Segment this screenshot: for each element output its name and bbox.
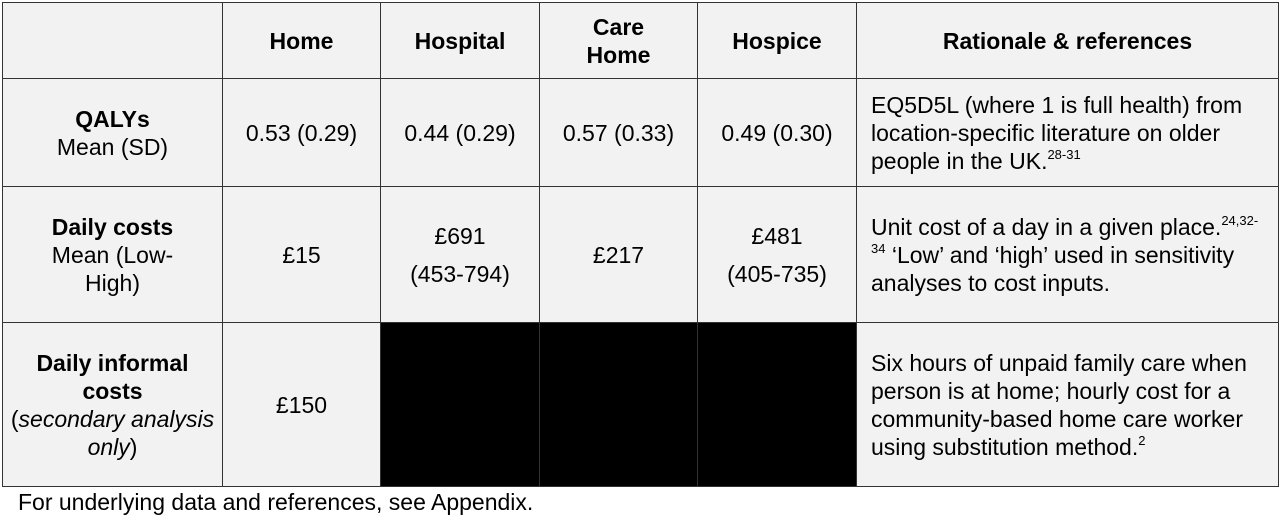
row-label: QALYs xyxy=(75,105,150,132)
rationale-text: EQ5D5L (where 1 is full health) from loc… xyxy=(871,91,1243,174)
cell-care-home: £217 xyxy=(539,186,698,323)
data-table: Home Hospital Care Home Hospice Rational… xyxy=(2,2,1279,487)
row-sublabel: Mean (SD) xyxy=(56,133,169,160)
row-header-qalys: QALYs Mean (SD) xyxy=(2,78,223,187)
table-row: QALYs Mean (SD) 0.53 (0.29) 0.44 (0.29) … xyxy=(2,78,1279,187)
header-home: Home xyxy=(222,2,381,79)
cell-rationale: Six hours of unpaid family care when per… xyxy=(856,322,1279,487)
header-corner xyxy=(2,2,223,79)
cell-range: (405-735) xyxy=(727,260,827,287)
cell-hospital-masked xyxy=(380,322,540,487)
row-label: Daily informal costs xyxy=(36,349,189,404)
header-hospice: Hospice xyxy=(697,2,857,79)
header-care-home: Care Home xyxy=(539,2,698,79)
cell-hospice: 0.49 (0.30) xyxy=(697,78,857,187)
cell-home: £150 xyxy=(222,322,381,487)
cell-value: £691 xyxy=(434,222,486,249)
row-header-informal-costs: Daily informal costs (secondary analysis… xyxy=(2,322,223,487)
paren-close: ) xyxy=(129,433,138,460)
cell-rationale: Unit cost of a day in a given place.24,3… xyxy=(856,186,1279,323)
rationale-text: Six hours of unpaid family care when per… xyxy=(871,349,1247,460)
reference-superscript: 2 xyxy=(1138,432,1146,448)
reference-superscript: 24,32-34 xyxy=(871,212,1259,256)
cell-hospice-masked xyxy=(697,322,857,487)
cell-care-home-masked xyxy=(539,322,698,487)
reference-superscript: 28-31 xyxy=(1047,146,1081,162)
row-label: Daily costs xyxy=(51,213,174,240)
row-sublabel: Mean (Low-High) xyxy=(51,241,174,296)
rationale-text: Unit cost of a day in a given place. xyxy=(871,213,1222,240)
header-hospital: Hospital xyxy=(380,2,540,79)
cell-care-home: 0.57 (0.33) xyxy=(539,78,698,187)
table-row: Daily costs Mean (Low-High) £15 £691 (45… xyxy=(2,186,1279,323)
header-row: Home Hospital Care Home Hospice Rational… xyxy=(2,2,1279,79)
cell-rationale: EQ5D5L (where 1 is full health) from loc… xyxy=(856,78,1279,187)
cell-hospital: £691 (453-794) xyxy=(380,186,540,323)
cell-hospital: 0.44 (0.29) xyxy=(380,78,540,187)
rationale-text-continued: ‘Low’ and ‘high’ used in sensitivity ana… xyxy=(871,241,1235,296)
table-row: Daily informal costs (secondary analysis… xyxy=(2,322,1279,487)
cell-value: £481 xyxy=(751,222,803,249)
cell-home: £15 xyxy=(222,186,381,323)
row-sublabel-italic: secondary analysis only xyxy=(18,405,215,460)
cell-hospice: £481 (405-735) xyxy=(697,186,857,323)
header-rationale: Rationale & references xyxy=(856,2,1279,79)
paren-open: ( xyxy=(10,405,19,432)
cell-home: 0.53 (0.29) xyxy=(222,78,381,187)
cell-range: (453-794) xyxy=(410,260,510,287)
footnote: For underlying data and references, see … xyxy=(18,489,534,515)
row-header-daily-costs: Daily costs Mean (Low-High) xyxy=(2,186,223,323)
row-sublabel: (secondary analysis only) xyxy=(9,405,216,461)
